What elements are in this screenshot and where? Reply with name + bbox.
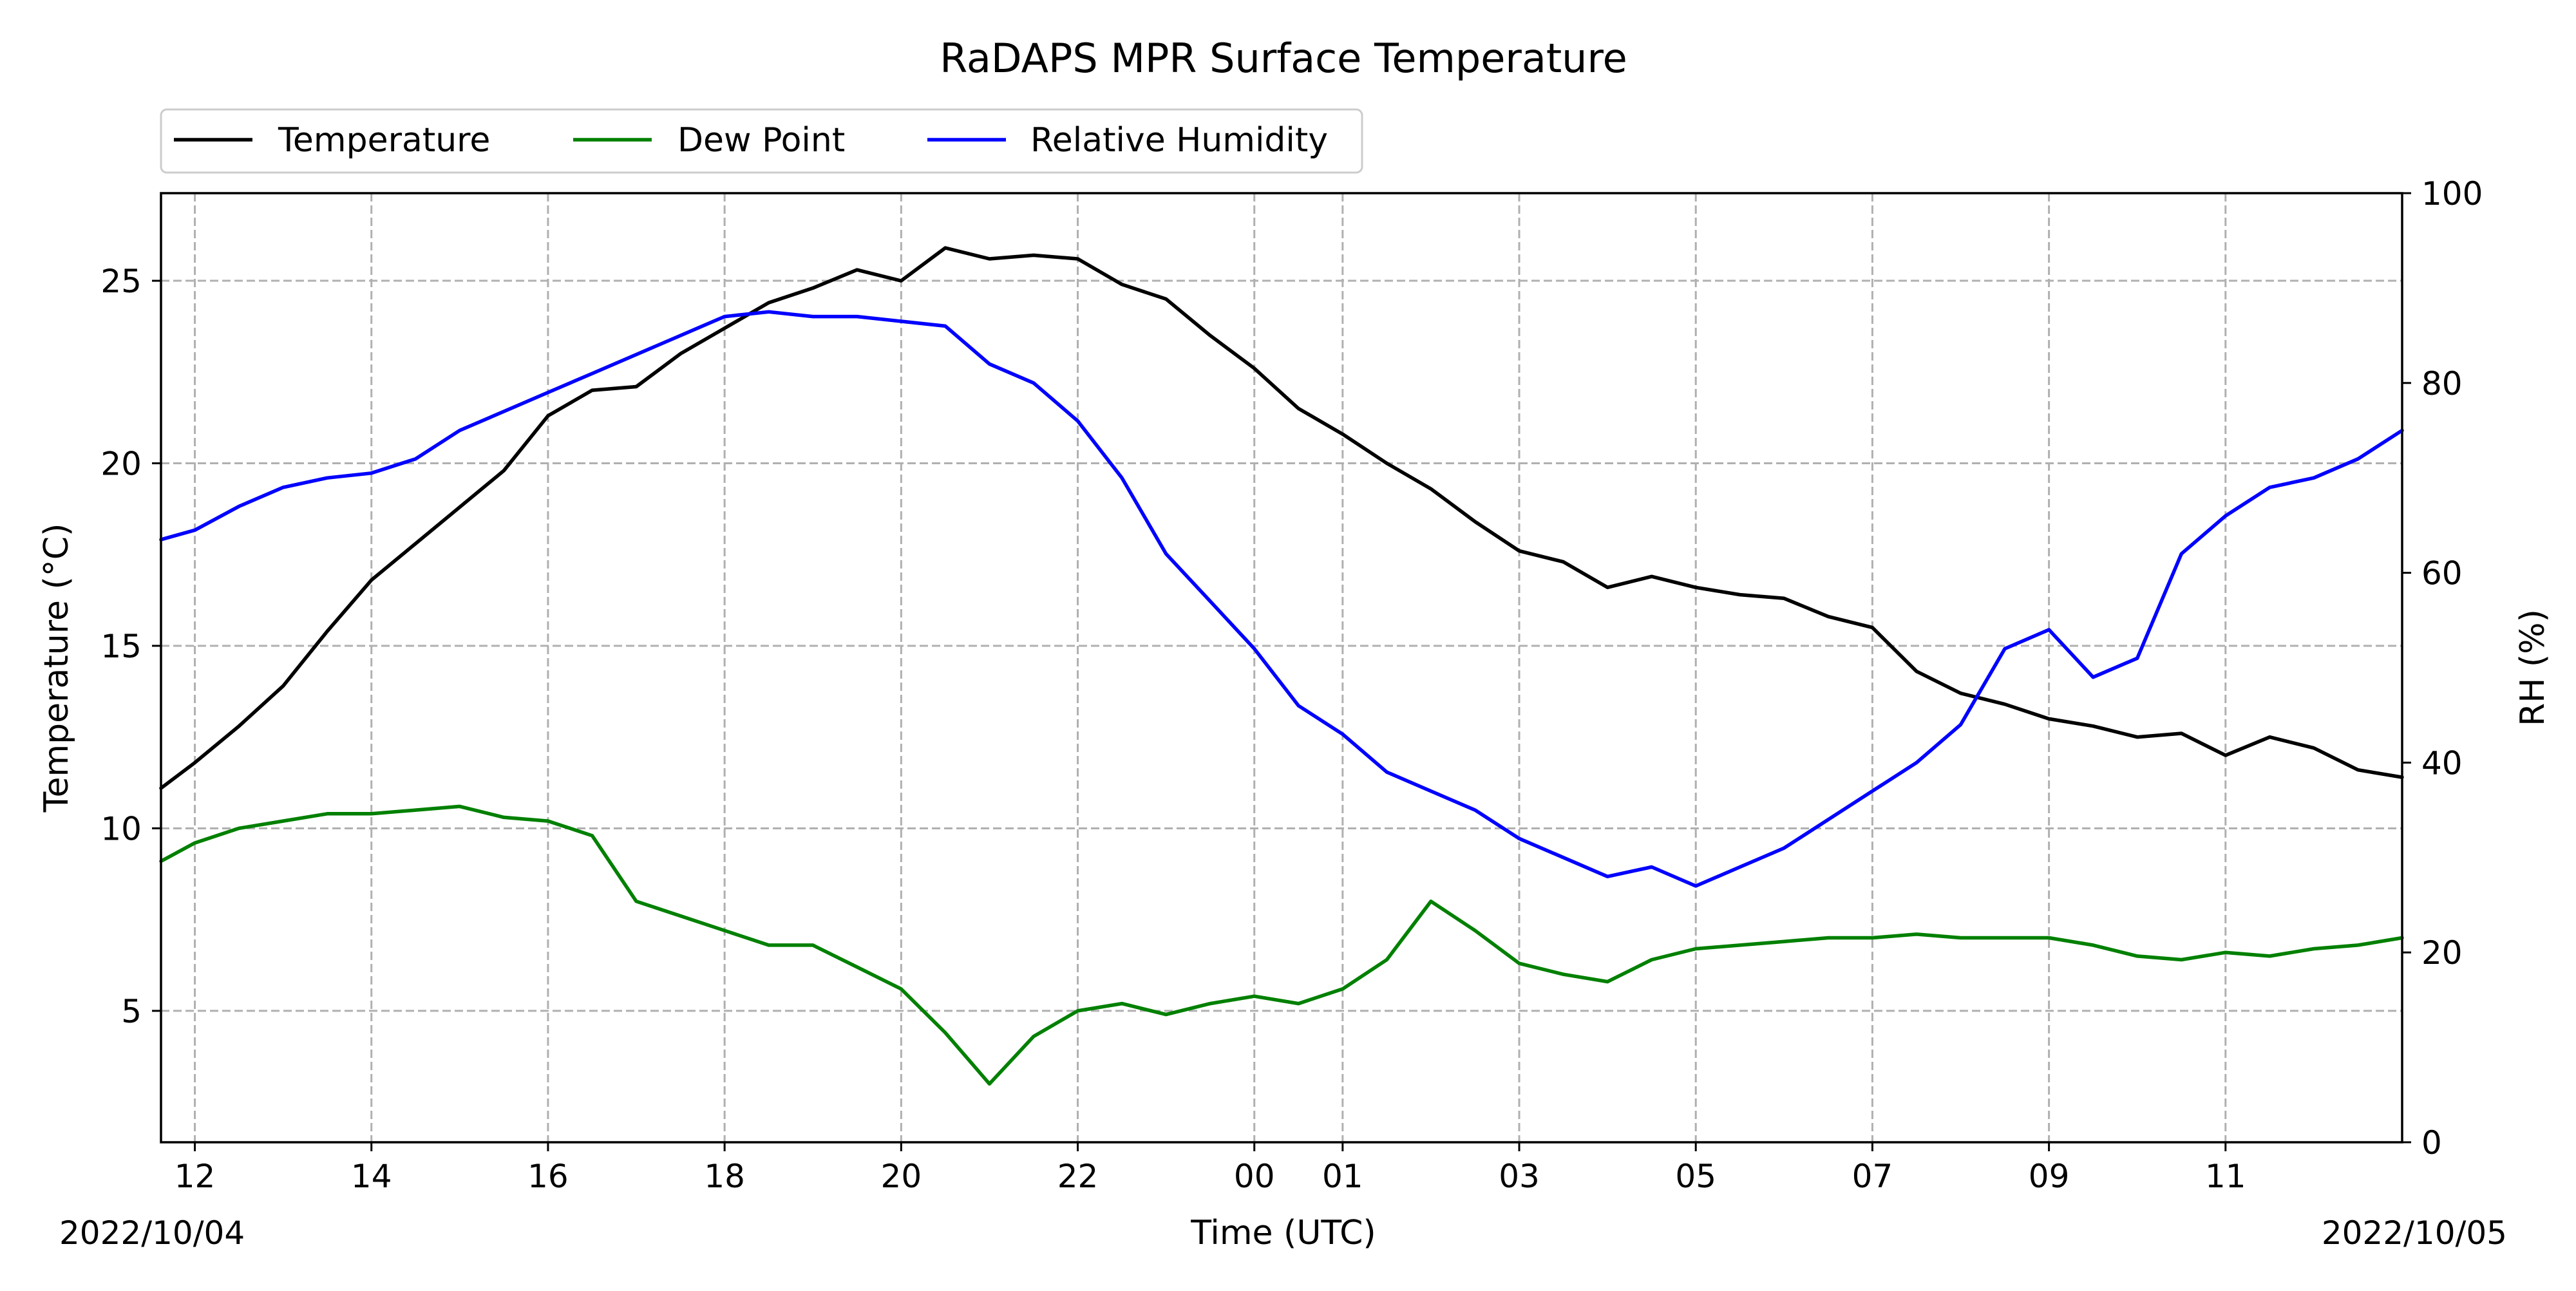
x-axis-label: Time (UTC) xyxy=(1190,1214,1376,1252)
start-date-label: 2022/10/04 xyxy=(59,1214,245,1252)
y-left-tick-label: 5 xyxy=(121,993,142,1030)
x-tick-label: 14 xyxy=(351,1158,392,1195)
y-left-tick-label: 20 xyxy=(100,446,142,483)
legend-label-relative-humidity: Relative Humidity xyxy=(1030,121,1328,160)
y-left-tick-label: 25 xyxy=(100,263,142,300)
y-right-tick-label: 40 xyxy=(2421,744,2463,782)
series-line-temperature xyxy=(159,246,2404,790)
y-right-tick-label: 20 xyxy=(2421,934,2463,972)
y-right-tick-label: 60 xyxy=(2421,555,2463,592)
legend-box xyxy=(160,108,1363,174)
x-tick-label: 20 xyxy=(881,1158,922,1195)
plot-series xyxy=(159,246,2404,1086)
x-tick-label: 18 xyxy=(704,1158,745,1195)
x-tick-label: 01 xyxy=(1322,1158,1363,1195)
y-right-tick-label: 100 xyxy=(2421,175,2483,212)
series-line-relative-humidity xyxy=(159,310,2404,888)
legend: Temperature Dew Point Relative Humidity xyxy=(160,108,1363,174)
chart-title: RaDAPS MPR Surface Temperature xyxy=(940,35,1627,82)
legend-label-temperature: Temperature xyxy=(278,121,490,160)
y-axis-left-label: Temperature (°C) xyxy=(37,523,76,813)
x-tick-label: 07 xyxy=(1852,1158,1893,1195)
x-tick-label: 16 xyxy=(527,1158,569,1195)
y-right-tick-label: 0 xyxy=(2421,1124,2442,1162)
x-tick-label: 00 xyxy=(1234,1158,1275,1195)
grid-lines xyxy=(161,193,2402,1142)
x-axis: 12 14 16 18 20 22 00 01 03 05 07 09 11 xyxy=(175,1142,2246,1195)
plot-frame xyxy=(160,192,2403,1144)
x-tick-label: 09 xyxy=(2029,1158,2070,1195)
y-axis-left: 5 10 15 20 25 xyxy=(100,263,161,1030)
y-right-tick-label: 80 xyxy=(2421,365,2463,402)
y-left-tick-label: 15 xyxy=(100,628,142,665)
x-tick-label: 03 xyxy=(1499,1158,1540,1195)
y-axis-right: 0 20 40 60 80 100 xyxy=(2402,175,2483,1162)
x-tick-label: 05 xyxy=(1675,1158,1716,1195)
y-left-tick-label: 10 xyxy=(100,810,142,847)
legend-label-dew-point: Dew Point xyxy=(677,121,845,160)
x-tick-label: 12 xyxy=(175,1158,216,1195)
y-axis-right-label: RH (%) xyxy=(2514,609,2552,726)
series-line-dew-point xyxy=(159,804,2404,1086)
end-date-label: 2022/10/05 xyxy=(2322,1214,2507,1252)
x-tick-label: 22 xyxy=(1057,1158,1099,1195)
x-tick-label: 11 xyxy=(2205,1158,2246,1195)
